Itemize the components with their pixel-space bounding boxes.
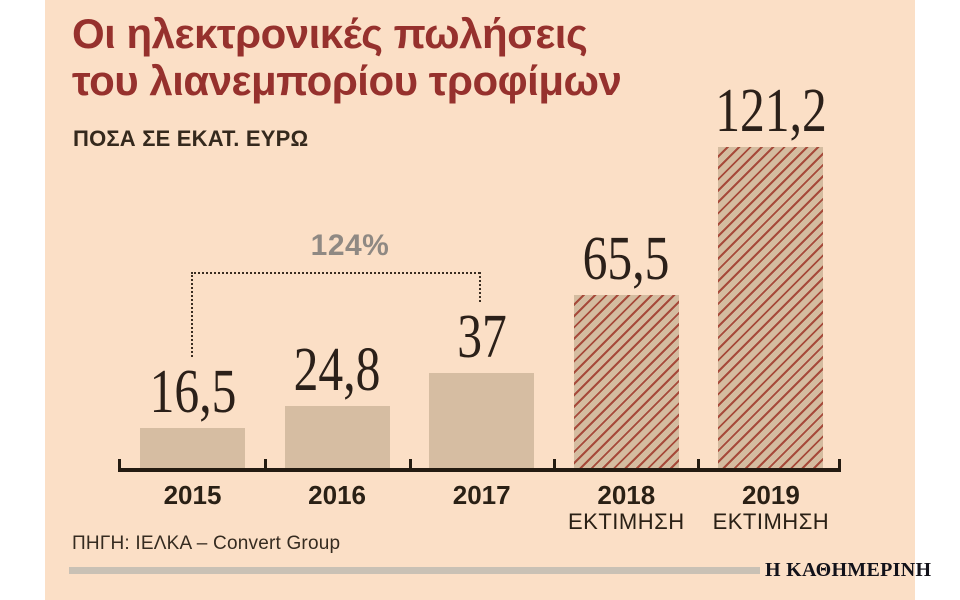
bar-value-label: 65,5 (582, 225, 670, 293)
bar-2016 (284, 406, 390, 468)
chart-title-line2: του λιανεμπορίου τροφίμων (72, 57, 622, 104)
axis-tick (408, 459, 412, 472)
x-axis-label-2017: 2017 (453, 481, 511, 509)
bar-value-label: 37 (456, 303, 507, 371)
x-axis-year-label: 2015 (163, 480, 222, 510)
bar-2017 (429, 373, 535, 468)
bar-value-label: 24,8 (293, 336, 381, 404)
x-axis-label-2016: 2016 (308, 481, 366, 509)
divider-rule (69, 567, 760, 574)
growth-annotation-label: 124% (310, 229, 390, 262)
bracket-left-segment (191, 272, 193, 357)
x-axis-estimate-label: ΕΚΤΙΜΗΣΗ (567, 509, 685, 534)
chart-title-line1: Οι ηλεκτρονικές πωλήσεις (72, 10, 588, 57)
brand-logo: Η ΚΑΘΗΜΕΡΙΝΗ (765, 559, 932, 581)
infographic-panel: Οι ηλεκτρονικές πωλήσεις του λιανεμπορίο… (45, 0, 931, 600)
bar-value-label: 121,2 (715, 77, 827, 145)
axis-tick (118, 459, 121, 472)
x-axis-label-2019: 2019 ΕΚΤΙΜΗΣΗ (713, 481, 830, 534)
x-axis-line (118, 468, 841, 472)
bar-2015 (140, 428, 245, 468)
x-axis-label-2015: 2015 (164, 481, 222, 509)
bar-value-label: 16,5 (149, 358, 236, 426)
x-axis-label-2018: 2018 ΕΚΤΙΜΗΣΗ (568, 481, 685, 534)
axis-tick (553, 459, 556, 472)
bar-chart: 124% 16,5 2015 24,8 2016 37 2017 65,5 2018 ΕΚΤΙΜ… (45, 0, 915, 600)
source-note: ΠΗΓΗ: ΙΕΛΚΑ – Convert Group (72, 533, 341, 554)
x-axis-year-label: 2016 (308, 480, 367, 510)
chart-subtitle: ΠΟΣΑ ΣΕ ΕΚΑΤ. ΕΥΡΩ (73, 126, 309, 151)
x-axis-year-label: 2017 (452, 480, 511, 510)
axis-tick (838, 459, 841, 472)
chart-title: Οι ηλεκτρονικές πωλήσεις του λιανεμπορίο… (72, 10, 622, 104)
bracket-top-segment (191, 272, 480, 274)
axis-tick (264, 459, 267, 472)
bar-2019 (718, 147, 824, 468)
x-axis-estimate-label: ΕΚΤΙΜΗΣΗ (712, 509, 830, 534)
axis-tick (697, 459, 700, 472)
x-axis-year-label: 2019 (741, 480, 800, 510)
bracket-right-segment (479, 272, 481, 302)
x-axis-year-label: 2018 (597, 480, 656, 510)
bar-2018 (573, 295, 679, 468)
